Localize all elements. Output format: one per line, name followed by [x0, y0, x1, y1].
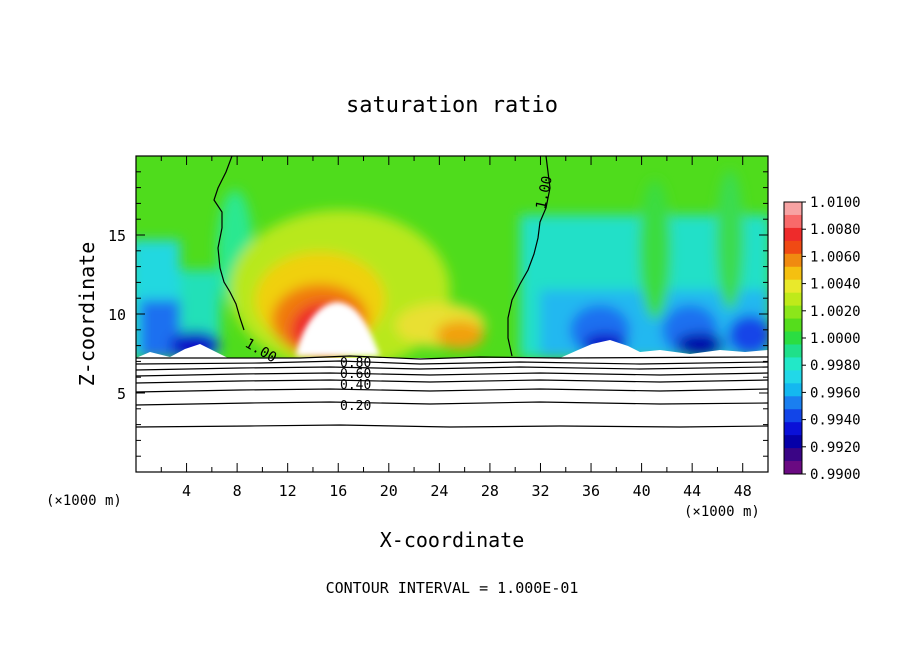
contour-ground-7 [135, 401, 769, 406]
colorbar-swatch [784, 318, 802, 333]
colorbar-label: 0.9960 [810, 385, 861, 401]
terrain-area [136, 358, 768, 472]
contour-line-1-right [507, 155, 551, 357]
x-axis-label: X-coordinate [380, 528, 525, 552]
contour-ground-2 [135, 360, 769, 365]
footer-contour-interval: CONTOUR INTERVAL = 1.000E-01 [326, 579, 579, 597]
contour-ground-1 [136, 355, 769, 360]
colorbar-label: 1.0000 [810, 331, 861, 347]
field-right-dark-2 [676, 333, 724, 357]
contour-lines [135, 155, 769, 428]
field-right-blue-3 [728, 315, 768, 355]
colorbar-swatch [784, 292, 802, 307]
colorbar-swatch [784, 266, 802, 281]
colorbar-swatch [784, 344, 802, 358]
contour-label-3: 0.80 [340, 356, 371, 371]
x-tick-label: 20 [380, 482, 398, 500]
x-tick-label: 32 [531, 482, 549, 500]
heatmap-field [136, 156, 768, 472]
x-tick-label: 8 [233, 482, 242, 500]
x-tick-label: 24 [430, 482, 448, 500]
colorbar [784, 202, 802, 475]
colorbar-swatch [784, 305, 802, 320]
x-tick-label: 48 [734, 482, 752, 500]
x-tick-label: 16 [329, 482, 347, 500]
contour-ground-8 [135, 424, 769, 428]
colorbar-swatch [784, 227, 802, 242]
colorbar-swatch [784, 253, 802, 268]
colorbar-swatch [784, 357, 802, 371]
colorbar-label: 1.0060 [810, 249, 861, 265]
field-right-green-gap-2 [716, 170, 744, 310]
colorbar-swatch [784, 383, 802, 397]
contour-ground-3 [135, 366, 769, 371]
x-tick-label: 12 [279, 482, 297, 500]
colorbar-swatch [784, 461, 802, 475]
colorbar-swatch [784, 448, 802, 462]
colorbar-swatch [784, 202, 802, 216]
colorbar-label: 0.9920 [810, 440, 861, 456]
colorbar-label: 0.9980 [810, 358, 861, 374]
x-unit-left: (×1000 m) [46, 493, 122, 509]
colorbar-swatch [784, 422, 802, 436]
field-arc-right-orange [436, 321, 484, 349]
colorbar-label: 1.0080 [810, 222, 861, 238]
colorbar-swatch [784, 240, 802, 255]
colorbar-label: 1.0040 [810, 277, 861, 293]
contour-ground-4 [135, 372, 769, 377]
contour-ground-6 [135, 388, 769, 393]
colorbar-labels: 1.0100 1.0080 1.0060 1.0040 1.0020 1.0000 0.99… [802, 195, 861, 483]
contour-label-2: 1.00 [533, 175, 556, 211]
colorbar-swatch [784, 435, 802, 449]
contour-label-6: 0.20 [340, 399, 371, 414]
y-tick-label: 15 [108, 227, 126, 245]
x-tick-label: 36 [582, 482, 600, 500]
x-tick-label: 40 [633, 482, 651, 500]
colorbar-swatch [784, 370, 802, 384]
colorbar-swatch [784, 331, 802, 345]
x-axis-ticks: 4 8 12 16 20 24 28 32 36 40 44 48 [160, 156, 752, 500]
contour-label-5: 0.40 [340, 378, 371, 393]
contour-ground-5 [135, 379, 769, 384]
x-unit-right: (×1000 m) [684, 504, 760, 520]
field-ground-bumps [136, 340, 768, 358]
colorbar-swatch [784, 279, 802, 294]
contour-label-4: 0.60 [340, 367, 371, 382]
colorbar-swatch [784, 396, 802, 410]
colorbar-frame [783, 201, 803, 475]
field-cloud-core [296, 302, 380, 356]
contour-line-1-left [213, 155, 245, 331]
x-tick-label: 28 [481, 482, 499, 500]
x-tick-label: 44 [683, 482, 701, 500]
field-right-green-gap [639, 180, 671, 320]
y-axis-ticks: 5 10 15 [108, 171, 768, 457]
y-tick-label: 10 [108, 306, 126, 324]
y-axis-label: Z-coordinate [75, 242, 99, 387]
y-tick-label: 5 [117, 385, 126, 403]
colorbar-label: 0.9940 [810, 413, 861, 429]
colorbar-label: 0.9900 [810, 467, 861, 483]
colorbar-label: 1.0100 [810, 195, 861, 211]
colorbar-swatch [784, 214, 802, 229]
chart-title: saturation ratio [346, 93, 558, 118]
colorbar-label: 1.0020 [810, 304, 861, 320]
x-tick-label: 4 [182, 482, 191, 500]
colorbar-swatch [784, 409, 802, 423]
